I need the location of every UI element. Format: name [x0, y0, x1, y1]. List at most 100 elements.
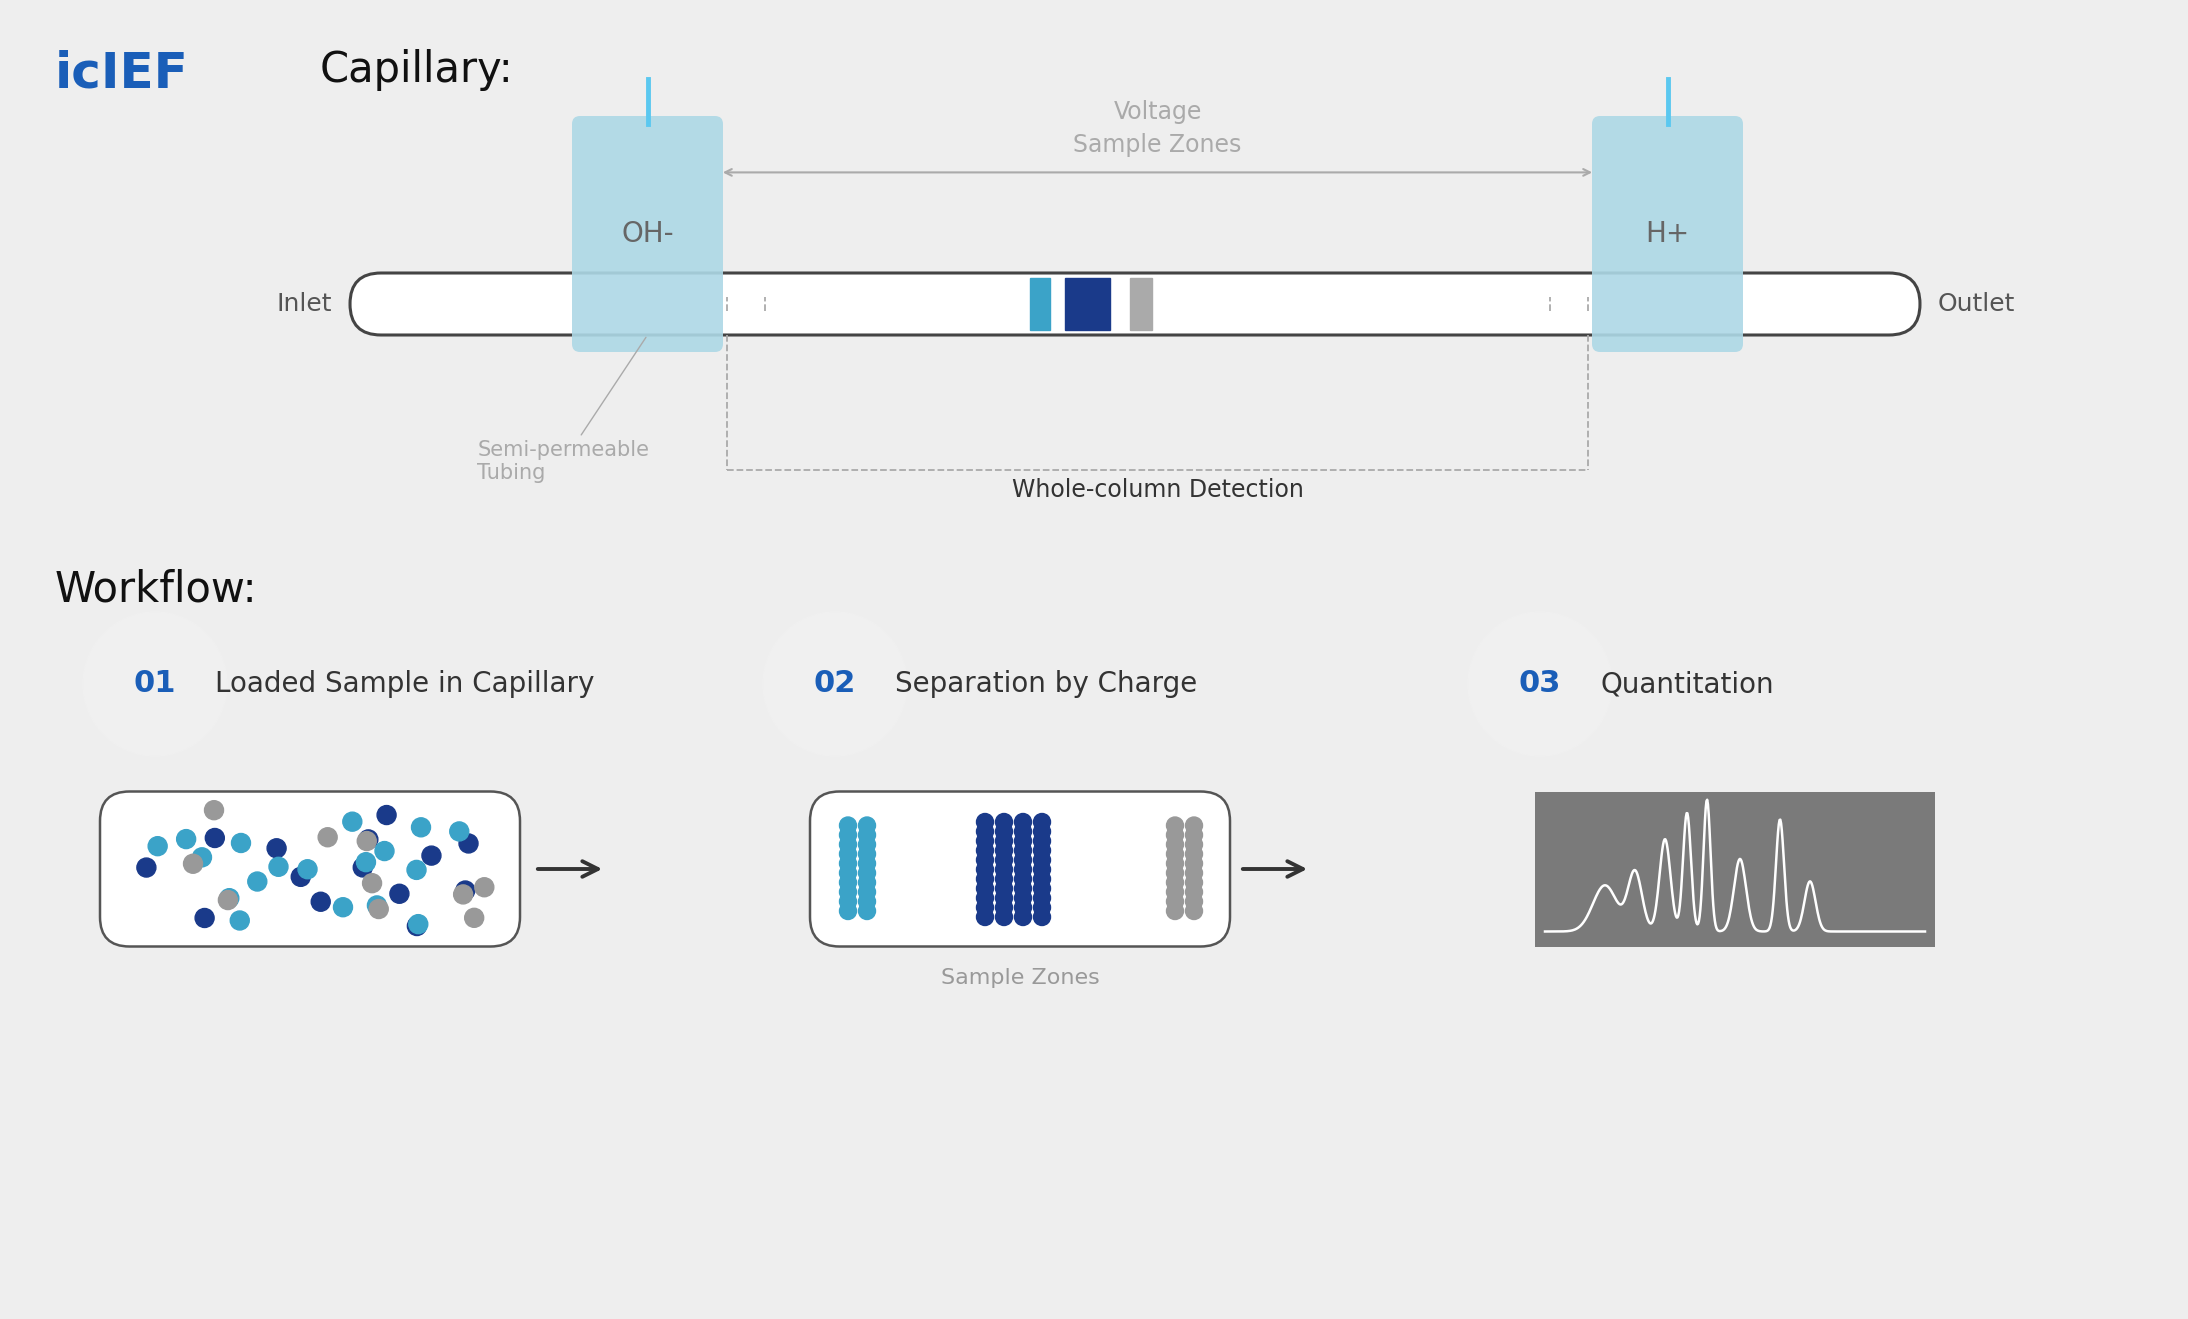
Circle shape — [996, 814, 1013, 831]
Circle shape — [996, 909, 1013, 926]
Circle shape — [840, 884, 856, 901]
Circle shape — [1033, 832, 1050, 849]
Text: Inlet: Inlet — [276, 291, 333, 317]
Circle shape — [1015, 871, 1031, 888]
Circle shape — [840, 874, 856, 892]
Circle shape — [858, 845, 875, 863]
Circle shape — [374, 842, 394, 860]
Circle shape — [1166, 902, 1184, 919]
Text: 02: 02 — [814, 670, 856, 699]
Circle shape — [1015, 889, 1031, 906]
Circle shape — [1015, 861, 1031, 878]
Circle shape — [1166, 884, 1184, 901]
FancyBboxPatch shape — [571, 116, 722, 352]
Circle shape — [269, 857, 289, 876]
Circle shape — [1166, 855, 1184, 872]
Circle shape — [1186, 902, 1203, 919]
Circle shape — [976, 871, 993, 888]
Text: Separation by Charge: Separation by Charge — [895, 670, 1197, 698]
Circle shape — [1033, 852, 1050, 868]
Circle shape — [455, 881, 475, 900]
Bar — [1066, 278, 1109, 330]
Circle shape — [1166, 864, 1184, 881]
Circle shape — [996, 832, 1013, 849]
Circle shape — [1015, 900, 1031, 915]
Circle shape — [1186, 864, 1203, 881]
Text: Workflow:: Workflow: — [55, 568, 258, 611]
Circle shape — [219, 890, 238, 910]
Circle shape — [1468, 612, 1613, 756]
Circle shape — [368, 896, 387, 915]
Circle shape — [219, 889, 238, 907]
Circle shape — [1166, 893, 1184, 910]
Circle shape — [459, 834, 477, 853]
Circle shape — [1033, 842, 1050, 859]
Circle shape — [996, 852, 1013, 868]
Bar — [1129, 278, 1153, 330]
Circle shape — [83, 612, 228, 756]
Circle shape — [1033, 889, 1050, 906]
Circle shape — [333, 898, 352, 917]
Text: OH-: OH- — [621, 220, 674, 248]
Circle shape — [1015, 814, 1031, 831]
Text: Capillary:: Capillary: — [319, 49, 514, 91]
Circle shape — [1015, 842, 1031, 859]
Circle shape — [475, 877, 494, 897]
Circle shape — [177, 830, 195, 848]
Circle shape — [1186, 816, 1203, 834]
Text: icIEF: icIEF — [55, 49, 188, 98]
Circle shape — [764, 612, 908, 756]
Circle shape — [317, 828, 337, 847]
Circle shape — [298, 860, 317, 878]
Circle shape — [858, 884, 875, 901]
Circle shape — [195, 909, 214, 927]
Text: Semi-permeable
Tubing: Semi-permeable Tubing — [477, 338, 650, 483]
Circle shape — [976, 842, 993, 859]
Circle shape — [976, 900, 993, 915]
Circle shape — [840, 845, 856, 863]
Circle shape — [996, 823, 1013, 840]
Circle shape — [453, 885, 473, 904]
Circle shape — [840, 816, 856, 834]
Circle shape — [357, 831, 376, 851]
FancyBboxPatch shape — [101, 791, 521, 947]
Circle shape — [840, 893, 856, 910]
Circle shape — [858, 855, 875, 872]
Bar — [1536, 791, 1934, 947]
Circle shape — [1033, 900, 1050, 915]
Circle shape — [1033, 871, 1050, 888]
Circle shape — [376, 806, 396, 824]
Text: Quantitation: Quantitation — [1599, 670, 1774, 698]
Circle shape — [451, 822, 468, 842]
Circle shape — [858, 864, 875, 881]
Circle shape — [1015, 832, 1031, 849]
Circle shape — [247, 872, 267, 892]
Text: Whole-column Detection: Whole-column Detection — [1011, 477, 1304, 503]
Circle shape — [840, 864, 856, 881]
Circle shape — [1015, 852, 1031, 868]
Circle shape — [996, 842, 1013, 859]
Circle shape — [996, 889, 1013, 906]
Circle shape — [311, 892, 330, 911]
Circle shape — [996, 871, 1013, 888]
Circle shape — [149, 836, 166, 856]
Text: Sample Zones: Sample Zones — [941, 968, 1098, 988]
Circle shape — [996, 880, 1013, 897]
Circle shape — [1186, 893, 1203, 910]
Circle shape — [976, 852, 993, 868]
Circle shape — [976, 814, 993, 831]
Circle shape — [1033, 861, 1050, 878]
Circle shape — [357, 852, 376, 872]
Circle shape — [858, 874, 875, 892]
Circle shape — [858, 827, 875, 843]
Circle shape — [840, 855, 856, 872]
Circle shape — [1186, 874, 1203, 892]
Circle shape — [184, 855, 203, 873]
Circle shape — [840, 902, 856, 919]
Circle shape — [359, 830, 379, 849]
Circle shape — [464, 909, 484, 927]
Circle shape — [976, 861, 993, 878]
Circle shape — [1186, 827, 1203, 843]
FancyBboxPatch shape — [1593, 116, 1744, 352]
FancyBboxPatch shape — [350, 273, 1921, 335]
